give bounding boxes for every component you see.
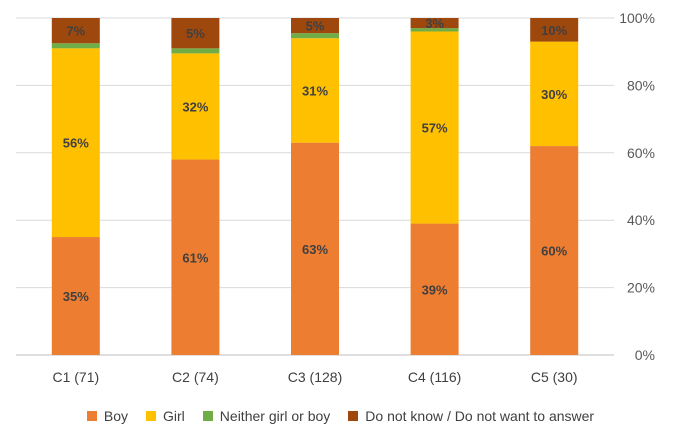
bar-segment <box>530 18 579 42</box>
x-category-labels: C1 (71) C2 (74) C3 (128) C4 (116) C5 (30) <box>52 369 577 385</box>
data-label: 57% <box>422 121 448 136</box>
legend-item: Do not know / Do not want to answer <box>348 408 594 424</box>
bar-segment <box>171 18 220 49</box>
data-label: 5% <box>186 26 205 41</box>
data-label: 56% <box>63 136 89 151</box>
data-label: 5% <box>306 19 325 34</box>
y-tick-label: 60% <box>627 145 655 161</box>
data-label: 31% <box>302 83 328 98</box>
data-label: 7% <box>66 24 85 39</box>
bar-segment <box>530 146 579 355</box>
bar-segment <box>410 28 459 32</box>
y-tick-label: 20% <box>627 280 655 296</box>
bar-segment <box>171 48 220 54</box>
data-label: 3% <box>425 16 444 31</box>
data-label: 63% <box>302 242 328 257</box>
bar-segment <box>410 223 459 355</box>
bar-segment <box>51 43 100 49</box>
data-label: 32% <box>182 99 208 114</box>
category-label: C4 (116) <box>408 369 461 385</box>
legend-item: Boy <box>86 408 129 424</box>
legend-label: Neither girl or boy <box>219 408 331 424</box>
bar-segment <box>291 18 339 34</box>
bar-segment <box>51 237 100 355</box>
category-label: C1 (71) <box>52 369 99 385</box>
bar-segment <box>51 18 100 44</box>
data-label: 61% <box>182 250 208 265</box>
y-tick-labels: 0% 20% 40% 60% 80% 100% <box>619 10 655 363</box>
legend-item: Neither girl or boy <box>202 408 331 424</box>
legend-label: Girl <box>163 408 185 424</box>
bar-segment <box>410 31 459 224</box>
legend-item: Girl <box>146 408 185 424</box>
legend-label: Do not know / Do not want to answer <box>365 408 595 424</box>
category-label: C5 (30) <box>531 369 578 385</box>
y-tick-label: 0% <box>635 347 655 363</box>
legend-swatch <box>86 411 97 421</box>
data-label: 39% <box>422 282 448 297</box>
bar-segment <box>171 159 220 355</box>
data-label: 60% <box>541 244 567 259</box>
legend-swatch <box>146 411 157 421</box>
data-label: 35% <box>63 289 89 304</box>
bar-segment <box>291 38 339 143</box>
bars: 35% 56% 7% 61% 32% 5% 63% 31% 5% 39% 57% 3% 60% 30% 10… <box>51 16 579 355</box>
bar-segment <box>51 48 100 238</box>
legend-label: Boy <box>103 408 129 424</box>
y-tick-label: 40% <box>627 212 655 228</box>
bar-segment <box>410 18 459 29</box>
bar-segment <box>530 41 579 147</box>
legend: Boy Girl Neither girl or boy Do not know / … <box>0 405 681 427</box>
data-label: 30% <box>541 87 567 102</box>
bar-segment <box>171 53 220 160</box>
y-tick-label: 80% <box>627 77 655 93</box>
category-label: C3 (128) <box>288 369 342 385</box>
category-label: C2 (74) <box>172 369 219 385</box>
bar-segment <box>291 33 339 39</box>
bar-segment <box>291 142 339 355</box>
legend-swatch <box>348 411 359 421</box>
y-tick-label: 100% <box>619 10 655 26</box>
data-label: 10% <box>541 23 567 38</box>
legend-swatch <box>202 411 213 421</box>
